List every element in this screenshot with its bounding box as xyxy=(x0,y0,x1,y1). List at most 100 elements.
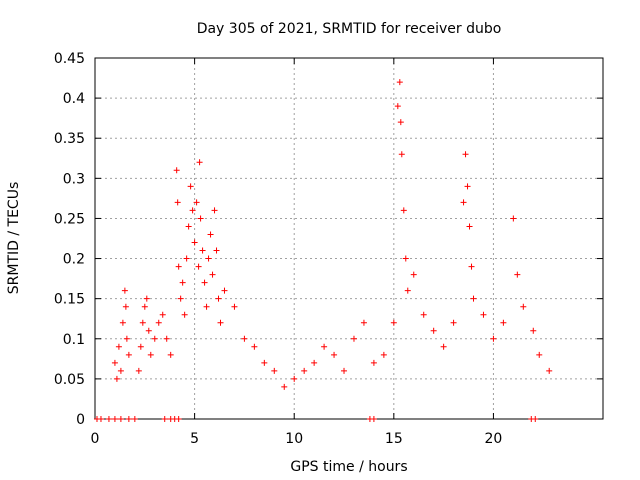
y-tick-label: 0.2 xyxy=(63,252,85,268)
data-point xyxy=(175,416,182,422)
x-axis-label: GPS time / hours xyxy=(290,459,407,475)
data-point xyxy=(145,327,152,334)
data-point xyxy=(510,215,517,222)
data-point xyxy=(450,319,457,326)
data-point xyxy=(111,416,118,422)
data-point xyxy=(147,351,154,358)
data-point xyxy=(311,359,318,366)
y-tick-labels: 0 0.05 0.1 0.15 0.2 0.25 0.3 0.35 0.4 0.45 xyxy=(54,51,85,428)
data-point xyxy=(470,295,477,302)
data-point xyxy=(175,263,182,270)
data-point xyxy=(396,79,403,86)
data-point xyxy=(440,343,447,350)
data-point xyxy=(183,255,190,262)
data-point xyxy=(251,343,258,350)
data-point xyxy=(380,351,387,358)
data-point xyxy=(199,247,206,254)
data-point xyxy=(117,367,124,374)
grid-lines xyxy=(95,58,603,419)
data-point xyxy=(196,159,203,166)
data-point xyxy=(123,335,130,342)
data-point xyxy=(191,239,198,246)
data-point xyxy=(350,335,357,342)
data-point xyxy=(468,263,475,270)
y-tick-label: 0.35 xyxy=(54,131,85,147)
data-point xyxy=(125,351,132,358)
data-point xyxy=(462,151,469,158)
data-point xyxy=(141,303,148,310)
data-point xyxy=(117,416,124,422)
data-point xyxy=(113,375,120,382)
data-point xyxy=(115,343,122,350)
data-point xyxy=(215,295,222,302)
data-point xyxy=(161,416,168,422)
x-tick-label: 0 xyxy=(91,431,100,447)
data-point xyxy=(466,223,473,230)
axis-ticks xyxy=(94,57,603,420)
data-point xyxy=(122,303,129,310)
data-point xyxy=(185,223,192,230)
data-point xyxy=(514,271,521,278)
data-point xyxy=(163,335,170,342)
data-point xyxy=(546,367,553,374)
data-point xyxy=(490,335,497,342)
data-point xyxy=(197,215,204,222)
data-point xyxy=(530,327,537,334)
data-point xyxy=(213,247,220,254)
data-point xyxy=(193,199,200,206)
x-tick-label: 5 xyxy=(190,431,199,447)
data-point xyxy=(125,416,132,422)
x-tick-label: 15 xyxy=(385,431,403,447)
data-point xyxy=(291,375,298,382)
x-tick-labels: 0 5 10 15 20 xyxy=(91,431,503,447)
data-point xyxy=(402,255,409,262)
data-point xyxy=(203,303,210,310)
data-point xyxy=(430,327,437,334)
data-point xyxy=(209,271,216,278)
y-tick-label: 0.15 xyxy=(54,292,85,308)
data-point xyxy=(187,183,194,190)
data-point xyxy=(155,319,162,326)
data-point xyxy=(179,279,186,286)
data-point xyxy=(105,416,112,422)
data-point xyxy=(400,207,407,214)
y-tick-label: 0.45 xyxy=(54,51,85,67)
data-point xyxy=(331,351,338,358)
x-tick-label: 20 xyxy=(485,431,503,447)
data-point xyxy=(205,255,212,262)
data-point xyxy=(464,183,471,190)
data-point xyxy=(398,151,405,158)
data-point xyxy=(211,207,218,214)
y-tick-label: 0.1 xyxy=(63,332,85,348)
data-point xyxy=(231,303,238,310)
data-point xyxy=(143,295,150,302)
y-tick-label: 0.4 xyxy=(63,91,85,107)
plot-frame xyxy=(94,57,604,420)
data-point xyxy=(139,319,146,326)
y-tick-label: 0.25 xyxy=(54,211,85,227)
data-point xyxy=(241,335,248,342)
data-point xyxy=(460,199,467,206)
data-point xyxy=(173,167,180,174)
data-point xyxy=(167,351,174,358)
data-point xyxy=(370,416,377,422)
data-point xyxy=(131,416,138,422)
chart-title: Day 305 of 2021, SRMTID for receiver dub… xyxy=(197,21,502,37)
data-point xyxy=(420,311,427,318)
data-point xyxy=(177,295,184,302)
data-point xyxy=(271,367,278,374)
data-point xyxy=(536,351,543,358)
data-point xyxy=(221,287,228,294)
data-point xyxy=(111,359,118,366)
data-point xyxy=(532,416,539,422)
data-point xyxy=(119,319,126,326)
data-point xyxy=(201,279,208,286)
data-points xyxy=(93,79,553,422)
y-axis-label: SRMTID / TECUs xyxy=(6,182,22,295)
data-point xyxy=(404,287,411,294)
data-point xyxy=(321,343,328,350)
data-point xyxy=(500,319,507,326)
data-point xyxy=(370,359,377,366)
data-point xyxy=(281,383,288,390)
